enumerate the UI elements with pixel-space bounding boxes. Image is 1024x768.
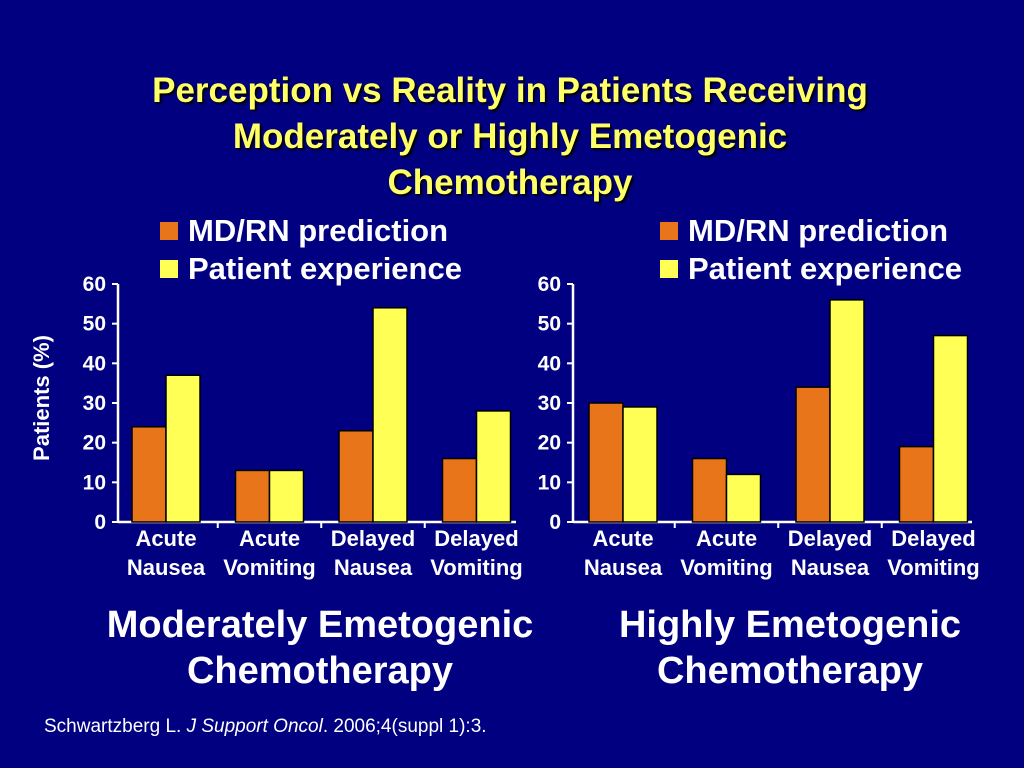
legend-right: MD/RN prediction Patient experience bbox=[660, 212, 962, 288]
panel-label-line: Chemotherapy bbox=[186, 650, 454, 692]
bar-md-rn-prediction bbox=[234, 469, 271, 523]
x-category-label: Vomiting bbox=[887, 555, 979, 580]
bar-patient-experience bbox=[372, 307, 408, 523]
panel-label-moderate: Moderately Emetogenic Chemotherapy bbox=[60, 602, 580, 694]
x-category-label: Acute bbox=[135, 526, 196, 551]
bar-patient-experience bbox=[622, 406, 658, 523]
x-category-label: Delayed bbox=[434, 526, 518, 551]
title-line: Chemotherapy bbox=[387, 163, 633, 202]
x-category-label: Vomiting bbox=[430, 555, 522, 580]
y-tick-label: 40 bbox=[83, 352, 106, 375]
panel-label-line: Moderately Emetogenic bbox=[106, 604, 534, 646]
x-category-label: Delayed bbox=[331, 526, 415, 551]
citation-author: Schwartzberg L. bbox=[44, 716, 187, 737]
citation: Schwartzberg L. J Support Oncol. 2006;4(… bbox=[44, 716, 487, 738]
x-category-label: Nausea bbox=[334, 555, 413, 580]
slide-title: Perception vs Reality in Patients Receiv… bbox=[60, 68, 960, 206]
bar-md-rn-prediction bbox=[338, 430, 374, 523]
legend-swatch-md-rn bbox=[660, 222, 678, 240]
legend-item-md-rn: MD/RN prediction bbox=[660, 212, 962, 250]
y-tick-label: 20 bbox=[538, 432, 561, 455]
legend-label: MD/RN prediction bbox=[688, 213, 949, 248]
y-tick-label: 40 bbox=[538, 352, 561, 375]
y-tick-label: 20 bbox=[83, 432, 106, 455]
panel-label-high: Highly Emetogenic Chemotherapy bbox=[560, 602, 1020, 694]
x-category-label: Nausea bbox=[127, 555, 206, 580]
legend-swatch-patient bbox=[660, 260, 678, 278]
x-category-label: Acute bbox=[239, 526, 300, 551]
y-tick-label: 50 bbox=[538, 313, 561, 336]
y-tick-label: 10 bbox=[83, 471, 106, 494]
bar-md-rn-prediction bbox=[795, 386, 831, 523]
y-tick-label: 0 bbox=[549, 511, 561, 534]
bar-md-rn-prediction bbox=[588, 402, 624, 523]
legend-swatch-md-rn bbox=[160, 222, 178, 240]
citation-journal: J Support Oncol bbox=[186, 716, 323, 737]
legend-left: MD/RN prediction Patient experience bbox=[160, 212, 462, 288]
bar-md-rn-prediction bbox=[691, 457, 728, 523]
y-tick-label: 50 bbox=[83, 313, 106, 336]
legend-item-patient: Patient experience bbox=[660, 250, 962, 288]
panel-label-line: Highly Emetogenic bbox=[618, 604, 962, 646]
title-line: Perception vs Reality in Patients Receiv… bbox=[152, 71, 868, 110]
legend-label: Patient experience bbox=[688, 251, 962, 286]
y-tick-label: 60 bbox=[538, 273, 561, 296]
x-category-label: Acute bbox=[592, 526, 653, 551]
x-category-label: Nausea bbox=[584, 555, 663, 580]
bar-patient-experience bbox=[725, 473, 762, 523]
x-category-label: Nausea bbox=[791, 555, 870, 580]
bar-patient-experience bbox=[165, 374, 201, 523]
y-tick-label: 10 bbox=[538, 471, 561, 494]
x-category-label: Acute bbox=[696, 526, 757, 551]
bar-md-rn-prediction bbox=[131, 426, 167, 523]
y-tick-label: 60 bbox=[83, 273, 106, 296]
legend-label: Patient experience bbox=[188, 251, 462, 286]
legend-item-patient: Patient experience bbox=[160, 250, 462, 288]
bar-patient-experience bbox=[475, 410, 512, 523]
y-tick-label: 0 bbox=[94, 511, 106, 534]
y-tick-label: 30 bbox=[538, 392, 561, 415]
x-category-label: Delayed bbox=[891, 526, 975, 551]
x-category-label: Vomiting bbox=[223, 555, 315, 580]
bar-patient-experience bbox=[932, 334, 969, 523]
bar-patient-experience bbox=[829, 299, 865, 523]
bar-patient-experience bbox=[268, 469, 305, 523]
bar-md-rn-prediction bbox=[898, 445, 935, 523]
title-line: Moderately or Highly Emetogenic bbox=[232, 117, 788, 156]
x-category-label: Vomiting bbox=[680, 555, 772, 580]
legend-item-md-rn: MD/RN prediction bbox=[160, 212, 462, 250]
bar-md-rn-prediction bbox=[441, 457, 478, 523]
x-category-label: Delayed bbox=[788, 526, 872, 551]
legend-label: MD/RN prediction bbox=[188, 213, 449, 248]
citation-rest: . 2006;4(suppl 1):3. bbox=[322, 716, 487, 737]
panel-label-line: Chemotherapy bbox=[656, 650, 924, 692]
y-tick-label: 30 bbox=[83, 392, 106, 415]
legend-swatch-patient bbox=[160, 260, 178, 278]
